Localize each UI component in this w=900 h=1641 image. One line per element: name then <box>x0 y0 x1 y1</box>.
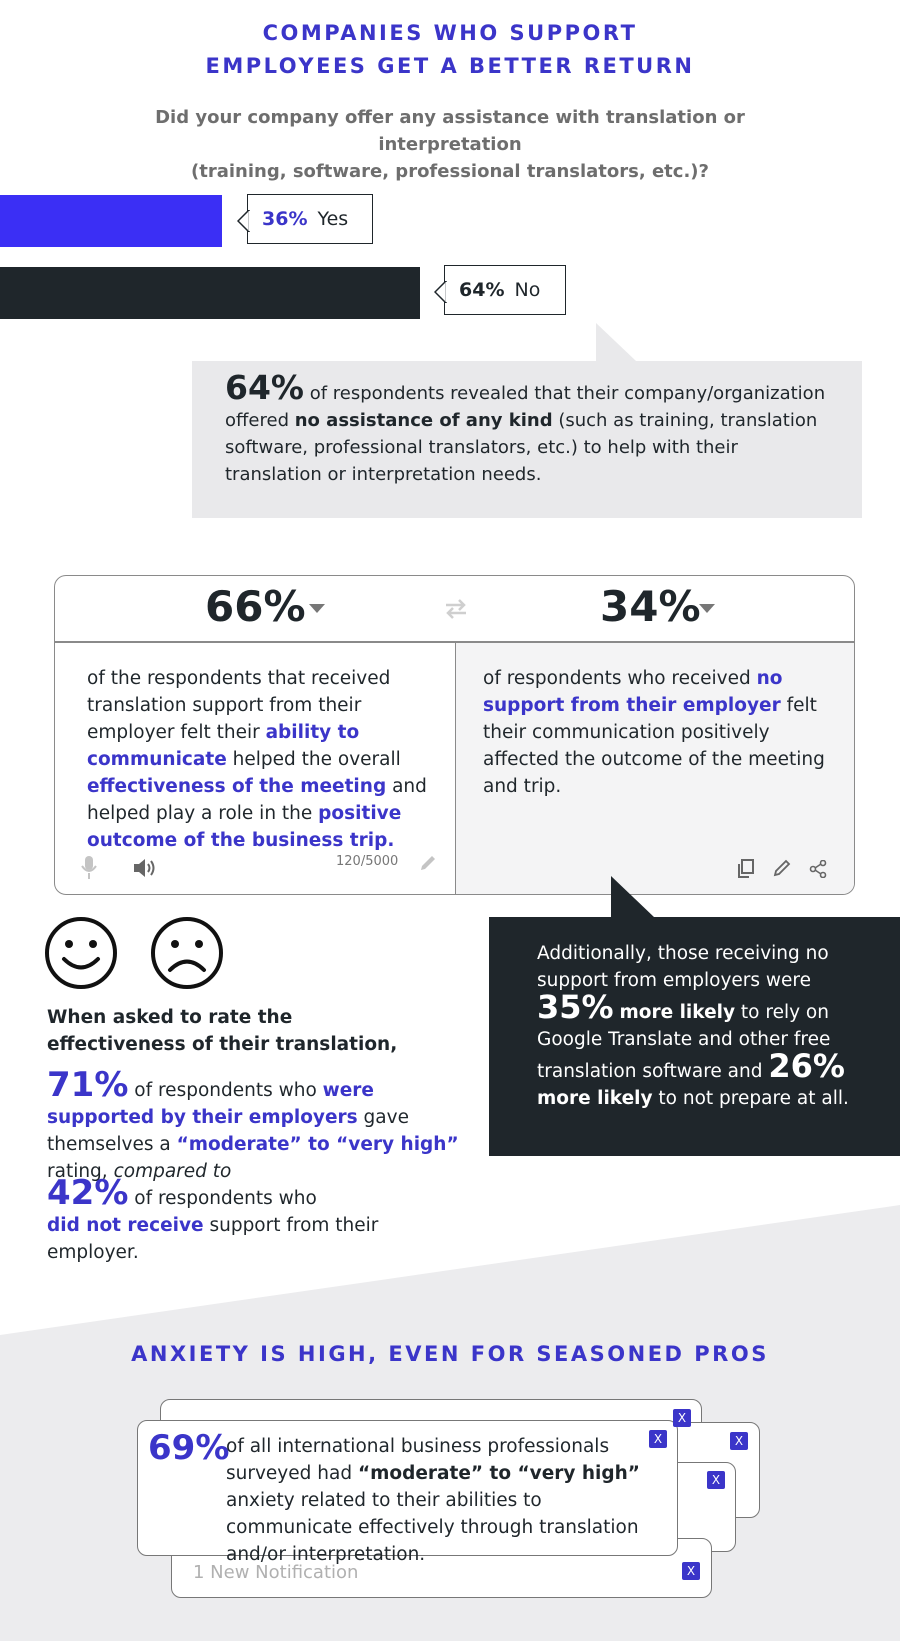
translator-output-pane <box>455 642 854 894</box>
anxiety-text: of all international business profession… <box>226 1433 666 1568</box>
dark-text2: to rely on Google Translate and other fr… <box>537 1002 831 1082</box>
right-text-a: of respondents who received <box>483 668 757 689</box>
anxiety-text-a: of all international business profession… <box>226 1436 610 1484</box>
bar-yes <box>0 195 222 247</box>
bar-label-yes-pointer <box>237 210 251 232</box>
translator-right-pct: 34% <box>600 582 701 631</box>
translator-left-text: of the respondents that received transla… <box>87 665 439 854</box>
close-button[interactable]: X <box>682 1562 700 1580</box>
bar-label-yes: 36% Yes <box>247 194 373 244</box>
left-text-d: effectiveness of the meeting <box>87 776 387 797</box>
callout-text-bold: no assistance of any kind <box>294 410 553 431</box>
notification-card-front <box>137 1420 678 1556</box>
rating-t1a: of respondents who <box>128 1080 323 1101</box>
bar-label-no: 64% No <box>444 265 566 315</box>
rating-stat-42: 42% of respondents who did not receive s… <box>47 1176 467 1266</box>
dark-bold1: more likely <box>619 1002 736 1023</box>
left-text-c: helped the overall <box>226 749 401 770</box>
close-button[interactable]: X <box>673 1409 691 1427</box>
chevron-down-icon[interactable] <box>699 604 715 614</box>
dark-pct1: 35% <box>537 988 614 1026</box>
pencil-icon[interactable] <box>419 854 437 872</box>
page-title-line2: EMPLOYEES GET A BETTER RETURN <box>205 54 695 78</box>
anxiety-text-c: anxiety related to their abilities to co… <box>226 1490 639 1565</box>
rating-stat-71: 71% of respondents who were supported by… <box>47 1068 467 1185</box>
new-notification-text: 1 New Notification <box>193 1562 359 1583</box>
close-button[interactable]: X <box>649 1430 667 1448</box>
bar-label-no-pointer <box>434 281 448 303</box>
translator-left-pct: 66% <box>205 582 306 631</box>
bar-no <box>0 267 420 319</box>
char-count: 120/5000 <box>336 854 399 869</box>
anxiety-pct: 69% <box>148 1428 230 1468</box>
translator-divider <box>55 641 854 643</box>
right-text-b: no support from their employer <box>483 668 783 716</box>
callout-text-b: (such as training, translation software,… <box>225 410 818 485</box>
rating-t1b: were supported by their employers <box>47 1080 374 1128</box>
pencil-icon[interactable] <box>773 859 791 877</box>
speaker-icon[interactable] <box>134 858 156 878</box>
close-button[interactable]: X <box>730 1432 748 1450</box>
dark-pct2: 26% <box>768 1047 845 1085</box>
right-text-c: felt their communication positively affe… <box>483 695 825 797</box>
rating-t1e: rating, <box>47 1161 114 1182</box>
anxiety-title: ANXIETY IS HIGH, EVEN FOR SEASONED PROS <box>131 1342 769 1366</box>
rating-t2a: of respondents who <box>128 1188 317 1209</box>
bar-no-value: 64% <box>459 279 505 301</box>
dark-text3: to not prepare at all. <box>652 1088 849 1109</box>
left-text-f: positive outcome of the business trip. <box>87 803 402 851</box>
grey-callout-text: 64% of respondents revealed that their c… <box>225 371 835 488</box>
rating-t1c: gave themselves a <box>47 1107 409 1155</box>
callout-pct: 64% <box>225 368 304 407</box>
anxiety-text-b: “moderate” to “very high” <box>357 1463 640 1484</box>
left-text-b: ability to communicate <box>87 722 360 770</box>
bar-yes-category: Yes <box>317 208 349 230</box>
dark-callout <box>489 917 900 1156</box>
survey-question-line2: (training, software, professional transl… <box>191 161 709 182</box>
dark-callout-pointer <box>611 876 655 918</box>
page-title-line1: COMPANIES WHO SUPPORT <box>262 21 638 45</box>
rating-pct1: 71% <box>47 1065 129 1105</box>
rating-pct2: 42% <box>47 1173 129 1213</box>
rating-t2c: support from their employer. <box>47 1215 379 1263</box>
grey-callout <box>192 361 862 518</box>
survey-question-line1: Did your company offer any assistance wi… <box>155 107 745 155</box>
left-text-a: of the respondents that received transla… <box>87 668 391 743</box>
rating-intro: When asked to rate the effectiveness of … <box>47 1007 398 1055</box>
translator-panel: 66% 34% of the respondents that received… <box>54 575 855 895</box>
rating-t2b: did not receive <box>47 1215 204 1236</box>
callout-text-a: of respondents revealed that their compa… <box>225 383 826 431</box>
left-text-e: and helped play a role in the <box>87 776 427 824</box>
translator-right-text: of respondents who received no support f… <box>483 665 828 800</box>
dark-callout-text: Additionally, those receiving no support… <box>537 940 877 1112</box>
swap-arrows-icon[interactable] <box>442 597 470 621</box>
chevron-down-icon[interactable] <box>309 604 325 614</box>
rating-t1f: compared to <box>113 1161 232 1182</box>
bar-no-category: No <box>514 279 541 301</box>
sad-face-icon <box>151 917 223 989</box>
dark-bold2: more likely <box>537 1088 653 1109</box>
survey-question: Did your company offer any assistance wi… <box>100 104 800 185</box>
grey-callout-pointer <box>596 323 636 361</box>
share-icon[interactable] <box>809 860 827 878</box>
microphone-icon[interactable] <box>81 856 97 880</box>
copy-icon[interactable] <box>737 859 755 879</box>
close-button[interactable]: X <box>707 1471 725 1489</box>
rating-t1d: “moderate” to “very high” <box>176 1134 459 1155</box>
dark-text-line1: Additionally, those receiving no support… <box>537 943 829 991</box>
bar-yes-value: 36% <box>262 208 308 230</box>
happy-face-icon <box>45 917 117 989</box>
